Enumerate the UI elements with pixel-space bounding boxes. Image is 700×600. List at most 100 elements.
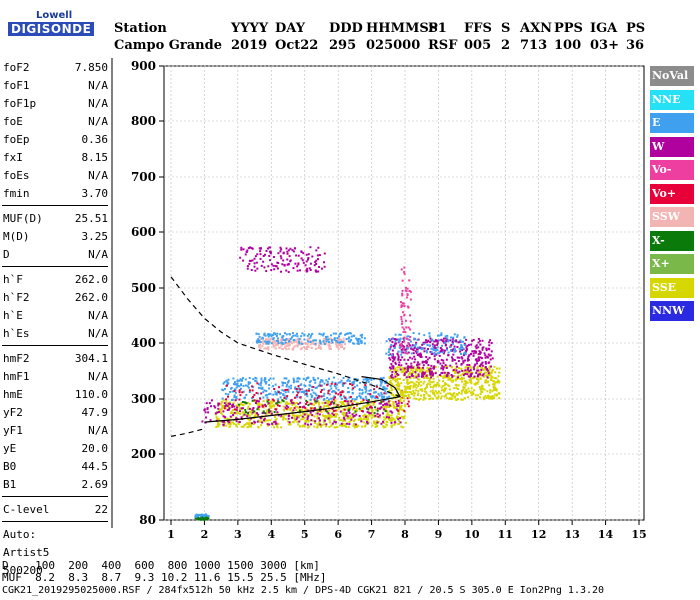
echo-point [334,381,337,384]
echo-point [391,370,394,373]
echo-point [388,404,391,407]
echo-point [362,398,365,401]
echo-point [267,333,270,336]
echo-point [266,403,269,406]
echo-point [396,393,399,396]
echo-point [310,347,313,350]
echo-point [364,378,367,381]
echo-point [274,383,277,386]
echo-point [269,407,272,410]
echo-point [484,362,487,365]
echo-point [410,366,413,369]
echo-point [388,416,391,419]
header-label-11: PS [626,21,646,36]
echo-point [305,347,308,350]
echo-point [248,262,251,265]
echo-point [452,353,455,356]
echo-point [373,391,376,394]
echo-point [352,419,355,422]
echo-point [392,400,395,403]
echo-point [406,391,409,394]
echo-point [326,405,329,408]
echo-point [394,362,397,365]
echo-point [401,294,404,297]
echo-point [405,386,408,389]
echo-point [315,270,318,273]
echo-point [231,409,234,412]
echo-point [480,388,483,391]
echo-point [383,406,386,409]
echo-point [368,414,371,417]
echo-point [234,381,237,384]
echo-point [394,380,397,383]
echo-point [279,401,282,404]
echo-point [467,355,470,358]
echo-point [395,408,398,411]
echo-point [404,331,407,334]
echo-point [266,423,269,426]
echo-point [285,396,288,399]
echo-point [307,415,310,418]
echo-point [443,395,446,398]
echo-point [318,402,321,405]
echo-point [384,387,387,390]
parameter-list: foF2 7.850 foF1 N/A foF1p N/A foE N/A foEp 0.36 fx… [2,58,108,579]
echo-point [320,395,323,398]
echo-point [363,386,366,389]
echo-point [402,337,405,340]
echo-point [489,372,492,375]
echo-point [272,256,275,259]
echo-point [403,271,406,274]
echo-point [257,392,260,395]
echo-point [262,410,265,413]
echo-point [485,371,488,374]
echo-point [436,343,439,346]
echo-point [365,398,368,401]
echo-point [232,377,235,380]
echo-point [453,339,456,342]
echo-point [280,338,283,341]
echo-point [235,412,238,415]
echo-point [336,404,339,407]
echo-point [366,415,369,418]
echo-point [368,402,371,405]
echo-point [429,390,432,393]
echo-point [328,343,331,346]
echo-point [464,372,467,375]
echo-point [350,417,353,420]
echo-point [330,424,333,427]
echo-point [292,339,295,342]
echo-point [388,380,391,383]
echo-point [319,384,322,387]
echo-point [223,422,226,425]
echo-point [472,366,475,369]
echo-point [365,389,368,392]
echo-point [235,397,238,400]
echo-point [199,515,202,518]
echo-point [242,414,245,417]
echo-point [425,356,428,359]
echo-point [332,413,335,416]
echo-point [312,343,315,346]
echo-point [360,420,363,423]
echo-point [469,369,472,372]
echo-point [467,387,470,390]
echo-point [226,404,229,407]
echo-point [462,377,465,380]
param-name: fmin [3,186,30,200]
echo-point [426,370,429,373]
echo-point [274,340,277,343]
echo-point [314,342,317,345]
echo-point [219,409,222,412]
echo-point [247,386,250,389]
echo-point [460,363,463,366]
echo-point [279,333,282,336]
echo-point [233,396,236,399]
echo-point [305,412,308,415]
echo-point [266,424,269,427]
echo-point [292,402,295,405]
curve-dashed-upper [170,276,401,398]
echo-point [279,342,282,345]
echo-point [316,398,319,401]
echo-point [403,385,406,388]
